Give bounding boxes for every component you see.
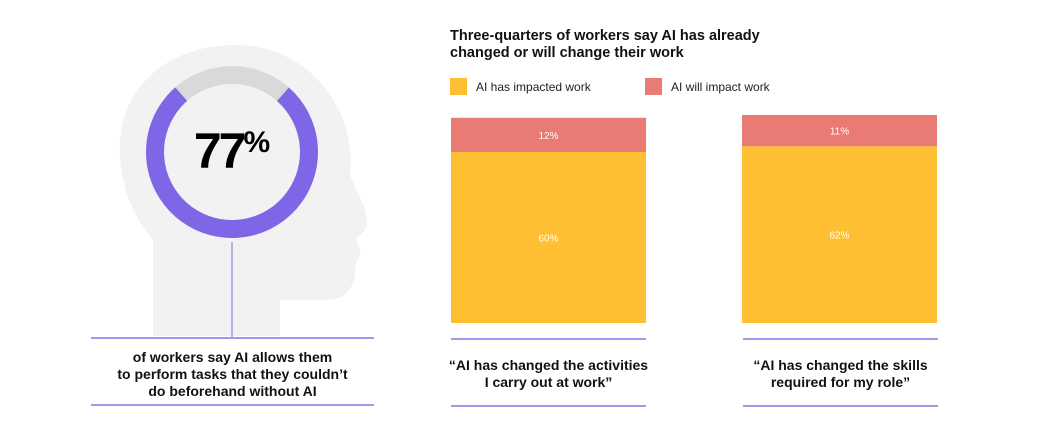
- progress-ring: [146, 66, 318, 238]
- category-label: “AI has changed the activities I carry ou…: [448, 357, 649, 390]
- legend-item-will-impact: AI will impact work: [645, 78, 770, 95]
- data-label: 60%: [538, 234, 558, 245]
- bar-segment: [451, 152, 646, 323]
- bar-segment: [451, 117, 646, 152]
- data-label: 11%: [830, 127, 849, 138]
- divider: [91, 337, 374, 339]
- divider: [743, 338, 938, 340]
- bar-segment: [742, 114, 937, 147]
- legend-swatch: [645, 78, 662, 95]
- data-label: 12%: [538, 131, 558, 142]
- legend-swatch: [450, 78, 467, 95]
- divider: [743, 405, 938, 407]
- divider: [91, 404, 374, 406]
- divider: [451, 405, 646, 407]
- divider: [451, 338, 646, 340]
- category-label: “AI has changed the skills required for m…: [753, 357, 928, 390]
- stat-value: 77%: [193, 123, 271, 179]
- legend-item-impacted: AI has impacted work: [450, 78, 591, 95]
- bar-segment: [742, 146, 937, 323]
- chart-title: Three-quarters of workers say AI has alr…: [450, 28, 760, 61]
- stat-caption: of workers say AI allows them to perform …: [117, 349, 348, 399]
- stacked-bars: 60% 12% 62% 11%: [451, 114, 937, 323]
- legend-label: AI has impacted work: [476, 79, 591, 94]
- legend-label: AI will impact work: [671, 79, 770, 94]
- ring-progress-arc: [146, 66, 318, 238]
- ring-inner: [151, 71, 313, 233]
- data-label: 62%: [829, 231, 849, 242]
